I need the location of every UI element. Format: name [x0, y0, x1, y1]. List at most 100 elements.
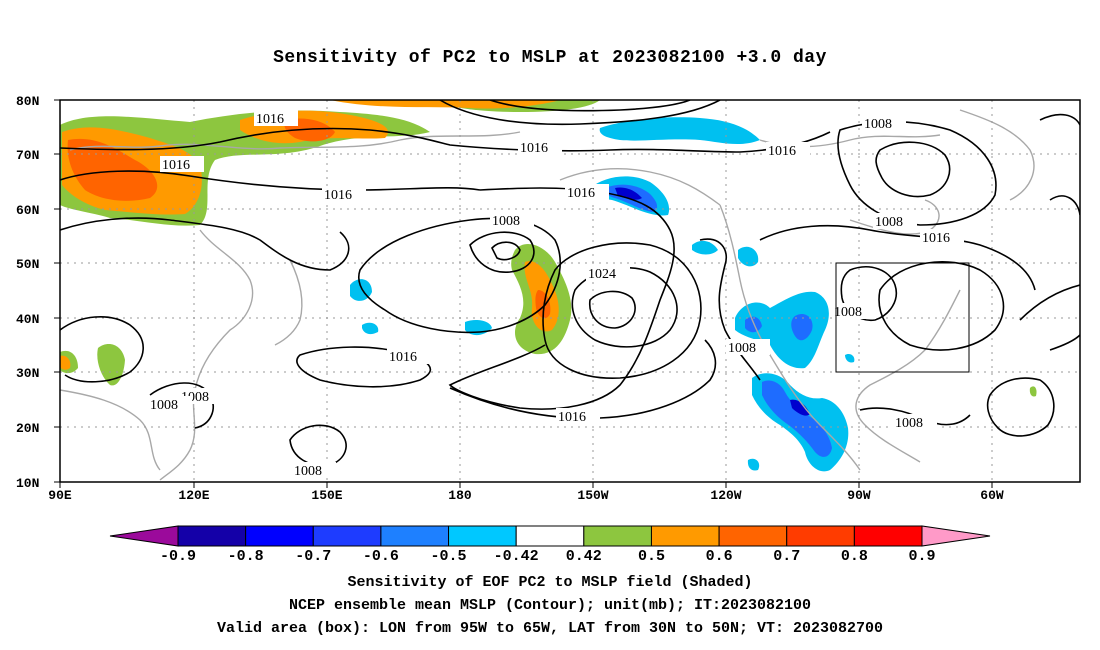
contour-label: 1016 [520, 141, 548, 156]
coast-japan [274, 259, 303, 346]
caption-line-3: Valid area (box): LON from 95W to 65W, L… [216, 620, 884, 637]
contour-1020 [542, 242, 702, 379]
coast-greenland [959, 109, 1035, 201]
latitude-labels: 80N 70N 60N 50N 40N 30N 20N 10N [16, 94, 39, 491]
colorbar-high-triangle [921, 525, 991, 547]
colorbar-cell [650, 525, 720, 547]
axis-ticks [54, 99, 993, 488]
contour-label: 1008 [875, 215, 903, 230]
shade-blue-west-us [745, 313, 813, 341]
contour-label: 1008 [150, 398, 178, 413]
lon-label-90e: 90E [48, 488, 72, 503]
colorbar-cells [177, 525, 923, 547]
contour-label: 1016 [922, 231, 950, 246]
colorbar-cell [853, 525, 923, 547]
colorbar-cell [448, 525, 517, 547]
colorbar-tick-label: 0.5 [638, 548, 665, 565]
shade-skyblue-alaska [599, 117, 760, 145]
lon-label-120e: 120E [178, 488, 209, 503]
contour-1016-east-pac [449, 339, 717, 420]
contour-label: 1008 [864, 117, 892, 132]
contour-label: 1008 [834, 305, 862, 320]
colorbar-cell [515, 525, 585, 547]
contour-1016-north [60, 127, 831, 153]
colorbar-cell [312, 525, 382, 547]
coast-east-asia [159, 229, 254, 481]
lat-label-10n: 10N [16, 476, 39, 491]
contour-label: 1016 [256, 112, 284, 127]
shade-orange-se-asia [60, 355, 71, 370]
contour-label: 1016 [768, 144, 796, 159]
contour-1008-low [358, 217, 561, 334]
lat-label-20n: 20N [16, 421, 39, 436]
contour-1016-asia [60, 170, 481, 191]
colorbar-tick-label: 0.9 [908, 548, 935, 565]
colorbar-tick-label: 0.8 [841, 548, 868, 565]
lon-label-60w: 60W [980, 488, 1004, 503]
contour-label: 1016 [558, 410, 586, 425]
shade-skyblue-bc [738, 246, 759, 267]
colorbar-cell [718, 525, 788, 547]
colorbar-cell [177, 525, 247, 547]
coast-north-america-east [855, 289, 961, 463]
contour-label: 1024 [588, 267, 616, 282]
contour-1016-east-atlantic [1019, 284, 1080, 351]
chart-title: Sensitivity of PC2 to MSLP at 2023082100… [273, 48, 827, 68]
lat-label-40n: 40N [16, 312, 39, 327]
colorbar-tick-label: -0.5 [431, 548, 467, 565]
shade-green-atlantic [1029, 386, 1037, 397]
contour-1008-us [840, 266, 897, 322]
gridlines [60, 100, 1080, 482]
contour-1016-asia-2 [60, 217, 350, 271]
shade-skyblue-canada [692, 240, 718, 255]
contour-arctic-high-2 [489, 100, 691, 112]
colorbar-tick-label: 0.7 [773, 548, 800, 565]
colorbar: -0.9 -0.8 -0.7 -0.6 -0.5 -0.42 0.42 0.5 0.6 0.7 0.… [109, 525, 991, 565]
shade-orange-arctic [330, 100, 560, 109]
lon-label-180: 180 [448, 488, 472, 503]
contour-1008-low-core [491, 241, 521, 261]
colorbar-cell [786, 525, 855, 547]
colorbar-tick-label: 0.42 [566, 548, 602, 565]
contour-label: 1016 [389, 350, 417, 365]
contour-1024-inner [589, 290, 636, 329]
shade-green-indochina [97, 344, 125, 386]
contour-1008-atlantic [1039, 113, 1080, 216]
contour-1008-east [878, 261, 1005, 351]
contour-label: 1016 [324, 188, 352, 203]
caption-line-2: NCEP ensemble mean MSLP (Contour); unit(… [288, 597, 812, 614]
contour-1008-west-us [699, 238, 761, 381]
lat-label-50n: 50N [16, 257, 39, 272]
colorbar-cell [583, 525, 652, 547]
contour-label: 1008 [294, 464, 322, 479]
shade-blue-mexico [762, 380, 832, 457]
shade-darkorange-asia [67, 138, 158, 201]
colorbar-tick-label: -0.9 [160, 548, 196, 565]
contour-1016-pacific [296, 346, 432, 388]
contour-1008-philippines [289, 424, 347, 467]
coast-siberia [69, 131, 521, 151]
contour-1008-low-inner [469, 231, 535, 273]
colorbar-labels: -0.9 -0.8 -0.7 -0.6 -0.5 -0.42 0.42 0.5 0.6 0.7 0.… [160, 548, 936, 565]
lon-label-150w: 150W [577, 488, 608, 503]
colorbar-tick-label: 0.6 [706, 548, 733, 565]
colorbar-tick-label: -0.7 [295, 548, 331, 565]
longitude-labels: 90E 120E 150E 180 150W 120W 90W 60W [48, 488, 1004, 503]
coast-china [60, 389, 161, 471]
lat-label-60n: 60N [16, 203, 39, 218]
contour-label: 1008 [492, 214, 520, 229]
shade-skyblue-small [350, 279, 855, 471]
contour-1008-asia [60, 315, 144, 383]
map-frame [59, 99, 1081, 483]
colorbar-low-triangle [109, 525, 179, 547]
colorbar-cell [380, 525, 450, 547]
lat-label-30n: 30N [16, 366, 39, 381]
colorbar-cell [245, 525, 314, 547]
shade-skyblue-west-us [735, 291, 829, 369]
lon-label-120w: 120W [710, 488, 741, 503]
contour-labels: 1016 1016 1016 1016 1016 1016 1016 1016 … [148, 110, 964, 479]
shade-darkblue-mexico [790, 399, 810, 416]
contour-atlantic-high [986, 377, 1055, 437]
contour-1008-canada [837, 120, 997, 226]
